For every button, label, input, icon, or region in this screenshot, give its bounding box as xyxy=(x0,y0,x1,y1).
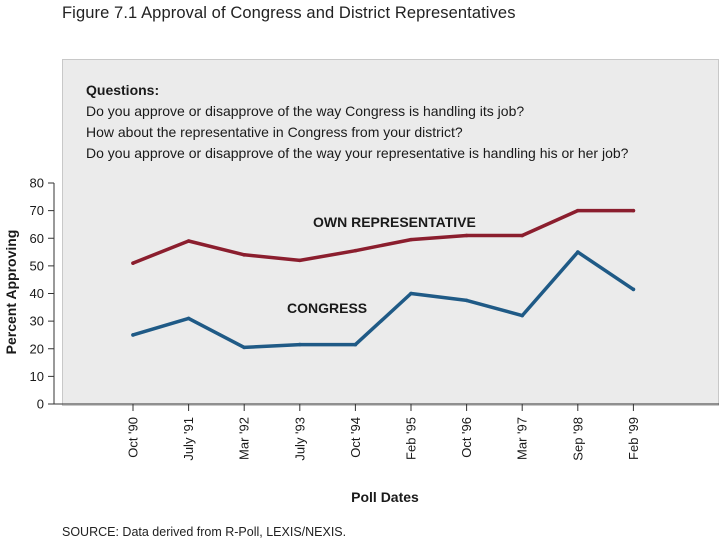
data-point-own-representative xyxy=(520,233,524,238)
data-point-own-representative xyxy=(631,208,636,213)
x-tick-label: July '91 xyxy=(181,417,196,461)
y-tick-label: 50 xyxy=(30,258,44,273)
x-tick-label: Oct '96 xyxy=(459,417,474,458)
data-point-congress xyxy=(186,316,191,321)
x-tick-label: Feb '95 xyxy=(404,417,419,460)
figure-title: Figure 7.1 Approval of Congress and Dist… xyxy=(62,4,516,22)
series-label-own-representative: OWN REPRESENTATIVE xyxy=(313,214,476,230)
x-tick-label: Sep '98 xyxy=(570,417,585,461)
questions-box: Questions: Do you approve or disapprove … xyxy=(86,80,628,164)
data-point-own-representative xyxy=(353,248,358,253)
data-point-own-representative xyxy=(186,239,191,243)
question-line: How about the representative in Congress… xyxy=(86,124,463,140)
data-point-own-representative xyxy=(131,261,135,265)
y-tick-label: 40 xyxy=(30,286,44,301)
data-point-own-representative xyxy=(298,258,302,263)
y-tick-label: 0 xyxy=(37,397,44,412)
x-tick-label: Mar '92 xyxy=(237,417,252,460)
x-tick-label: Oct '94 xyxy=(348,417,363,458)
data-point-congress xyxy=(464,298,469,303)
x-axis-title: Poll Dates xyxy=(351,489,419,505)
data-point-congress xyxy=(409,291,413,296)
series-label-congress: CONGRESS xyxy=(287,300,367,316)
data-point-congress xyxy=(576,250,580,254)
data-point-congress xyxy=(298,342,302,347)
y-axis-title: Percent Approving xyxy=(3,230,19,355)
source-note: SOURCE: Data derived from R-Poll, LEXIS/… xyxy=(62,525,347,539)
question-line: Do you approve or disapprove of the way … xyxy=(86,145,629,161)
data-point-congress xyxy=(353,342,358,347)
data-point-congress xyxy=(131,333,135,337)
chart-panel xyxy=(62,59,719,406)
y-tick-label: 20 xyxy=(30,341,44,356)
data-point-own-representative xyxy=(576,208,580,213)
series-line-congress xyxy=(131,250,636,350)
data-point-congress xyxy=(242,345,246,350)
data-point-congress xyxy=(631,287,636,292)
y-tick-label: 60 xyxy=(30,231,44,246)
y-tick-label: 70 xyxy=(30,203,44,218)
x-tick-label: July '93 xyxy=(292,417,307,461)
x-tick-label: Feb '99 xyxy=(626,417,641,460)
y-tick-label: 80 xyxy=(30,176,44,191)
y-tick-label: 30 xyxy=(30,314,44,329)
y-tick-label: 10 xyxy=(30,369,44,384)
questions-heading: Questions: xyxy=(86,82,160,98)
data-point-congress xyxy=(520,313,524,318)
question-line: Do you approve or disapprove of the way … xyxy=(86,103,525,119)
data-point-own-representative xyxy=(242,253,246,257)
data-point-own-representative xyxy=(409,237,413,242)
x-tick-label: Mar '97 xyxy=(515,417,530,460)
series-line-own-representative xyxy=(131,208,636,265)
data-point-own-representative xyxy=(464,233,469,238)
x-tick-label: Oct '90 xyxy=(126,417,141,458)
